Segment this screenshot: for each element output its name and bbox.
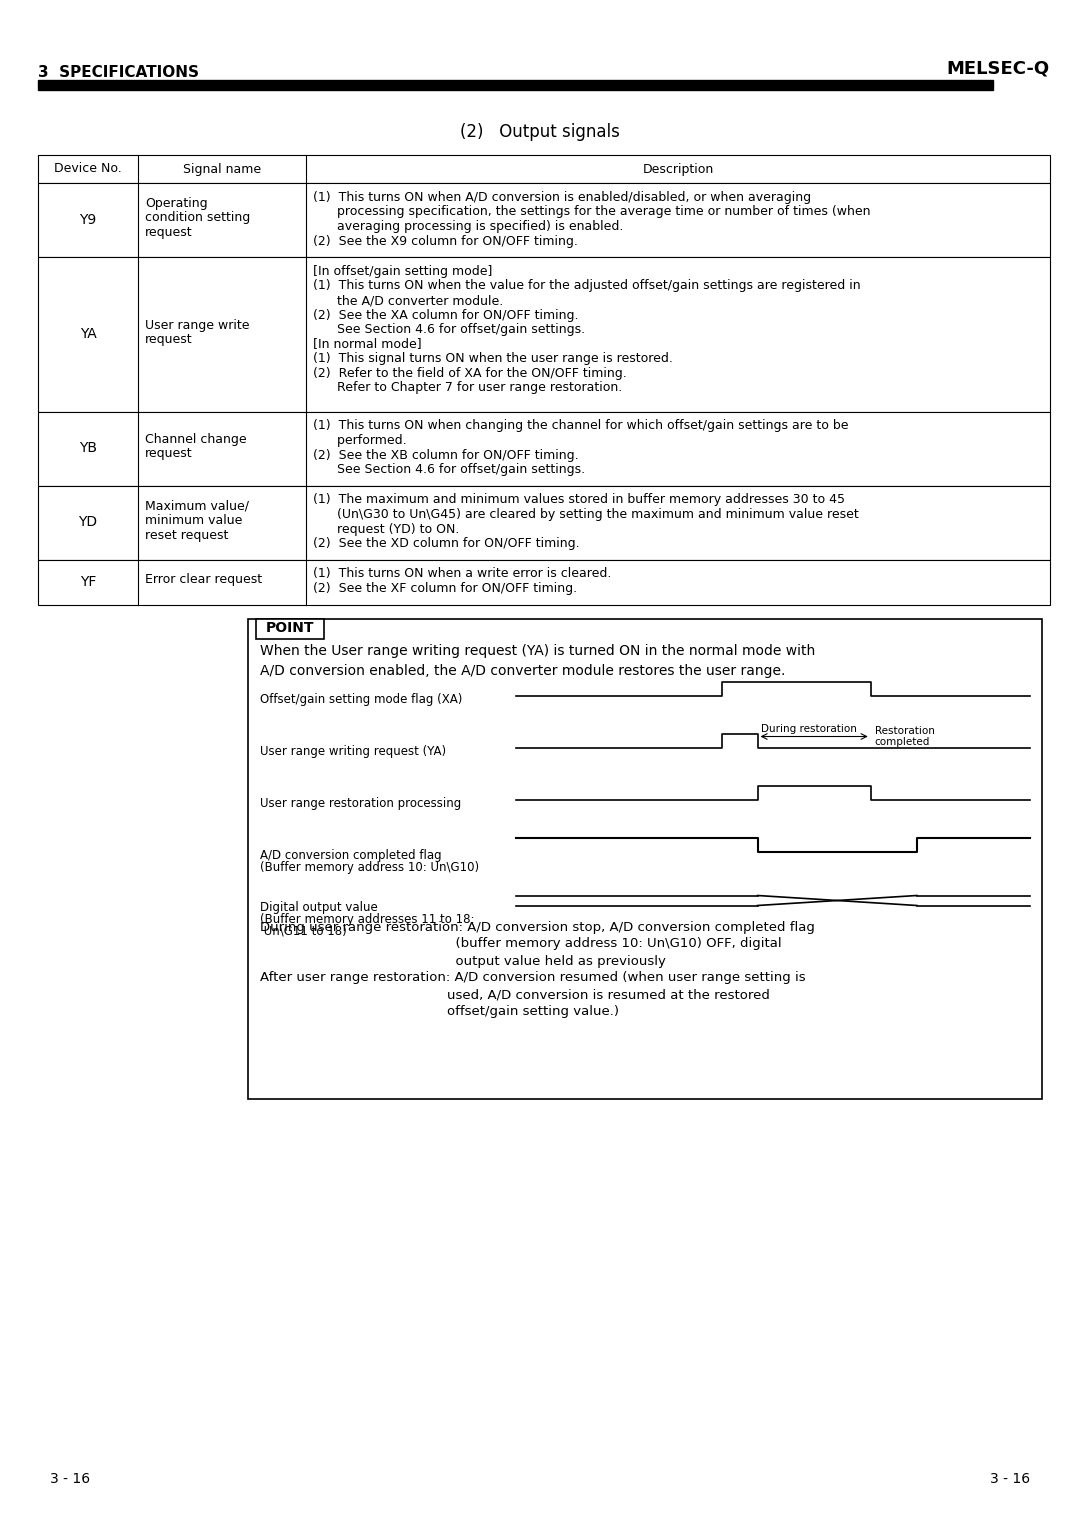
Bar [38, 411, 1050, 486]
Text: Signal name: Signal name [183, 162, 261, 176]
Text: (1)  This turns ON when the value for the adjusted offset/gain settings are regi: (1) This turns ON when the value for the… [313, 280, 861, 292]
Text: Device No.: Device No. [54, 162, 122, 176]
Text: Channel change: Channel change [145, 432, 246, 446]
Text: request (YD) to ON.: request (YD) to ON. [313, 523, 459, 535]
Text: 3 - 16: 3 - 16 [50, 1471, 90, 1487]
FancyArrowPatch shape [724, 683, 737, 730]
Text: Un\G11 to 18): Un\G11 to 18) [260, 924, 347, 938]
Text: [In offset/gain setting mode]: [In offset/gain setting mode] [313, 264, 492, 278]
Text: processing specification, the settings for the average time or number of times (: processing specification, the settings f… [313, 205, 870, 219]
Text: minimum value: minimum value [145, 513, 242, 527]
Bar [38, 154, 1050, 183]
Text: (1)  This turns ON when a write error is cleared.: (1) This turns ON when a write error is … [313, 567, 611, 581]
Text: (1)  This turns ON when changing the channel for which offset/gain settings are : (1) This turns ON when changing the chan… [313, 420, 849, 432]
Text: (2)  See the XF column for ON/OFF timing.: (2) See the XF column for ON/OFF timing. [313, 582, 577, 594]
Bar [38, 486, 1050, 559]
Text: Y9: Y9 [79, 212, 96, 228]
Text: (2)  See the XB column for ON/OFF timing.: (2) See the XB column for ON/OFF timing. [313, 449, 579, 461]
Text: A/D conversion enabled, the A/D converter module restores the user range.: A/D conversion enabled, the A/D converte… [260, 665, 785, 678]
Text: request: request [145, 226, 192, 238]
Text: reset request: reset request [145, 529, 228, 541]
Text: Maximum value/: Maximum value/ [145, 500, 249, 512]
Bar [38, 559, 1050, 605]
Bar [38, 183, 1050, 257]
Text: YF: YF [80, 575, 96, 588]
Text: (2)  See the XD column for ON/OFF timing.: (2) See the XD column for ON/OFF timing. [313, 536, 580, 550]
Text: [In normal mode]: [In normal mode] [313, 338, 421, 350]
Text: condition setting: condition setting [145, 211, 251, 225]
Text: POINT: POINT [266, 622, 314, 636]
Bar [248, 619, 1042, 1099]
FancyArrowPatch shape [759, 788, 768, 850]
Bar [38, 257, 1050, 411]
Text: (2)  Refer to the field of XA for the ON/OFF timing.: (2) Refer to the field of XA for the ON/… [313, 367, 626, 379]
Text: (1)  The maximum and minimum values stored in buffer memory addresses 30 to 45: (1) The maximum and minimum values store… [313, 494, 845, 506]
Text: See Section 4.6 for offset/gain settings.: See Section 4.6 for offset/gain settings… [313, 463, 585, 477]
Text: the A/D converter module.: the A/D converter module. [313, 293, 503, 307]
Text: During user range restoration: A/D conversion stop, A/D conversion completed fla: During user range restoration: A/D conve… [260, 920, 815, 934]
Text: 3  SPECIFICATIONS: 3 SPECIFICATIONS [38, 66, 199, 79]
Text: During restoration: During restoration [761, 724, 858, 735]
Text: MELSEC-Q: MELSEC-Q [947, 60, 1050, 78]
Text: (2)  See the XA column for ON/OFF timing.: (2) See the XA column for ON/OFF timing. [313, 309, 579, 321]
Text: User range restoration processing: User range restoration processing [260, 796, 461, 810]
Text: averaging processing is specified) is enabled.: averaging processing is specified) is en… [313, 220, 623, 232]
FancyArrowPatch shape [858, 683, 869, 743]
Text: YB: YB [79, 442, 97, 455]
Text: User range writing request (YA): User range writing request (YA) [260, 744, 446, 758]
Text: offset/gain setting value.): offset/gain setting value.) [260, 1005, 619, 1019]
Text: (Buffer memory addresses 11 to 18:: (Buffer memory addresses 11 to 18: [260, 912, 474, 926]
Text: A/D conversion completed flag: A/D conversion completed flag [260, 848, 442, 862]
Bar [256, 619, 324, 639]
Text: (2)   Output signals: (2) Output signals [460, 122, 620, 141]
Text: Error clear request: Error clear request [145, 573, 262, 587]
Text: Operating: Operating [145, 197, 207, 209]
Text: request: request [145, 448, 192, 460]
Text: YA: YA [80, 327, 96, 341]
Text: (Un\G30 to Un\G45) are cleared by setting the maximum and minimum value reset: (Un\G30 to Un\G45) are cleared by settin… [313, 507, 859, 521]
Bar [38, 79, 993, 90]
Text: Description: Description [643, 162, 714, 176]
Text: Digital output value: Digital output value [260, 900, 378, 914]
Text: request: request [145, 333, 192, 345]
Text: Restoration
completed: Restoration completed [875, 726, 934, 747]
Text: output value held as previously: output value held as previously [260, 955, 666, 967]
Text: (1)  This signal turns ON when the user range is restored.: (1) This signal turns ON when the user r… [313, 351, 673, 365]
Text: used, A/D conversion is resumed at the restored: used, A/D conversion is resumed at the r… [260, 989, 770, 1001]
Text: Refer to Chapter 7 for user range restoration.: Refer to Chapter 7 for user range restor… [313, 380, 622, 394]
Text: (2)  See the X9 column for ON/OFF timing.: (2) See the X9 column for ON/OFF timing. [313, 234, 578, 248]
Text: When the User range writing request (YA) is turned ON in the normal mode with: When the User range writing request (YA)… [260, 645, 815, 659]
FancyArrowPatch shape [907, 840, 916, 895]
Text: YD: YD [79, 515, 97, 530]
Text: Offset/gain setting mode flag (XA): Offset/gain setting mode flag (XA) [260, 692, 462, 706]
Text: User range write: User range write [145, 318, 249, 332]
Text: (buffer memory address 10: Un\G10) OFF, digital: (buffer memory address 10: Un\G10) OFF, … [260, 938, 782, 950]
Text: After user range restoration: A/D conversion resumed (when user range setting is: After user range restoration: A/D conver… [260, 972, 806, 984]
Text: (1)  This turns ON when A/D conversion is enabled/disabled, or when averaging: (1) This turns ON when A/D conversion is… [313, 191, 811, 205]
Text: (Buffer memory address 10: Un\G10): (Buffer memory address 10: Un\G10) [260, 860, 480, 874]
Text: See Section 4.6 for offset/gain settings.: See Section 4.6 for offset/gain settings… [313, 322, 585, 336]
Text: performed.: performed. [313, 434, 407, 448]
Text: 3 - 16: 3 - 16 [990, 1471, 1030, 1487]
